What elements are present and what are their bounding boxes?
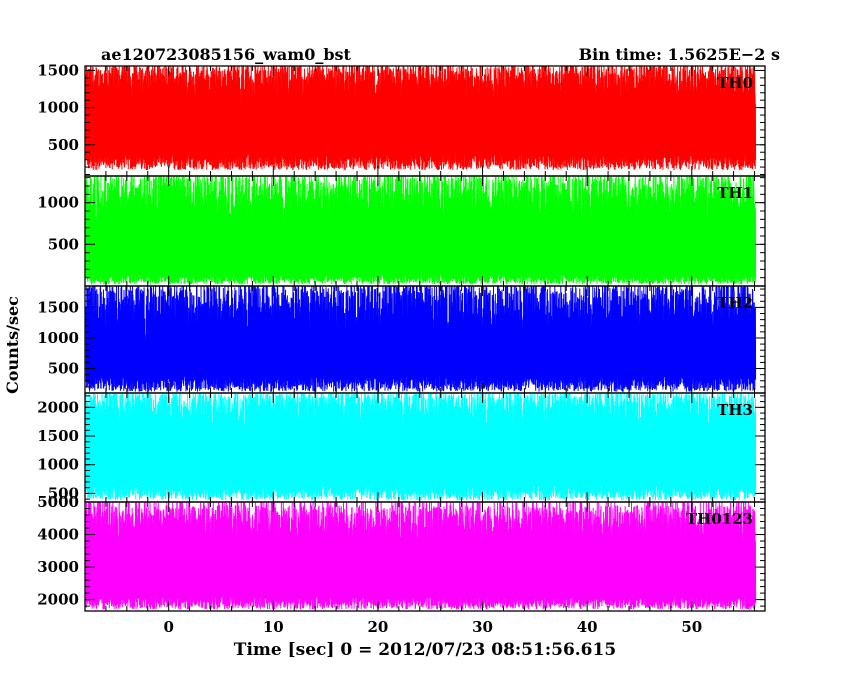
y-tick-label: 500 [48, 484, 79, 502]
panel-th2: 500 1000 1500 TH2 [37, 285, 766, 394]
series-th0123 [85, 502, 757, 610]
panel-label-th1: TH1 [717, 184, 753, 202]
chart-title-left: ae120723085156_wam0_bst [101, 45, 352, 64]
series-th1 [85, 176, 757, 285]
y-tick-label: 4000 [37, 526, 79, 544]
x-tick-label: 50 [681, 618, 702, 636]
y-tick-label: 1500 [37, 61, 79, 79]
panel-frame [84, 501, 766, 612]
y-tick-label: 500 [48, 235, 79, 253]
chart-title-right: Bin time: 1.5625E−2 s [579, 45, 780, 64]
panel-th1: 500 1000 TH1 [37, 175, 766, 287]
y-tick-label: 2000 [37, 591, 79, 609]
y-tick-label: 1500 [37, 298, 79, 316]
series-th3 [85, 393, 757, 501]
y-tick-label: 1000 [37, 456, 79, 474]
panel-label-th2: TH2 [717, 294, 753, 312]
y-tick-label: 1000 [37, 99, 79, 117]
x-tick-label: 40 [577, 618, 598, 636]
y-tick-label: 500 [48, 136, 79, 154]
panel-th0123: 2000 3000 4000 5000 TH0123 [37, 493, 766, 612]
y-tick-label: 1000 [37, 329, 79, 347]
x-tick-label: 20 [367, 618, 388, 636]
series-th0 [85, 66, 757, 171]
y-tick-label: 2000 [37, 398, 79, 416]
panel-label-th0: TH0 [717, 74, 753, 92]
panel-label-th3: TH3 [717, 401, 753, 419]
panel-th0: 500 1000 1500 TH0 [37, 61, 766, 177]
series-th2 [85, 286, 757, 392]
y-tick-label: 5000 [37, 493, 79, 511]
y-tick-label: 3000 [37, 558, 79, 576]
panel-th3: 500 1000 1500 2000 TH3 [37, 392, 766, 503]
panel-label-th0123: TH0123 [686, 510, 753, 528]
x-axis: 0 10 20 30 40 50 [163, 618, 702, 636]
x-axis-label: Time [sec] 0 = 2012/07/23 08:51:56.615 [234, 640, 616, 660]
y-axis-label: Counts/sec [3, 296, 22, 394]
x-tick-label: 10 [263, 618, 284, 636]
y-tick-label: 1000 [37, 194, 79, 212]
x-tick-label: 0 [163, 618, 173, 636]
x-tick-label: 30 [472, 618, 493, 636]
y-tick-label: 500 [48, 360, 79, 378]
y-tick-label: 1500 [37, 427, 79, 445]
